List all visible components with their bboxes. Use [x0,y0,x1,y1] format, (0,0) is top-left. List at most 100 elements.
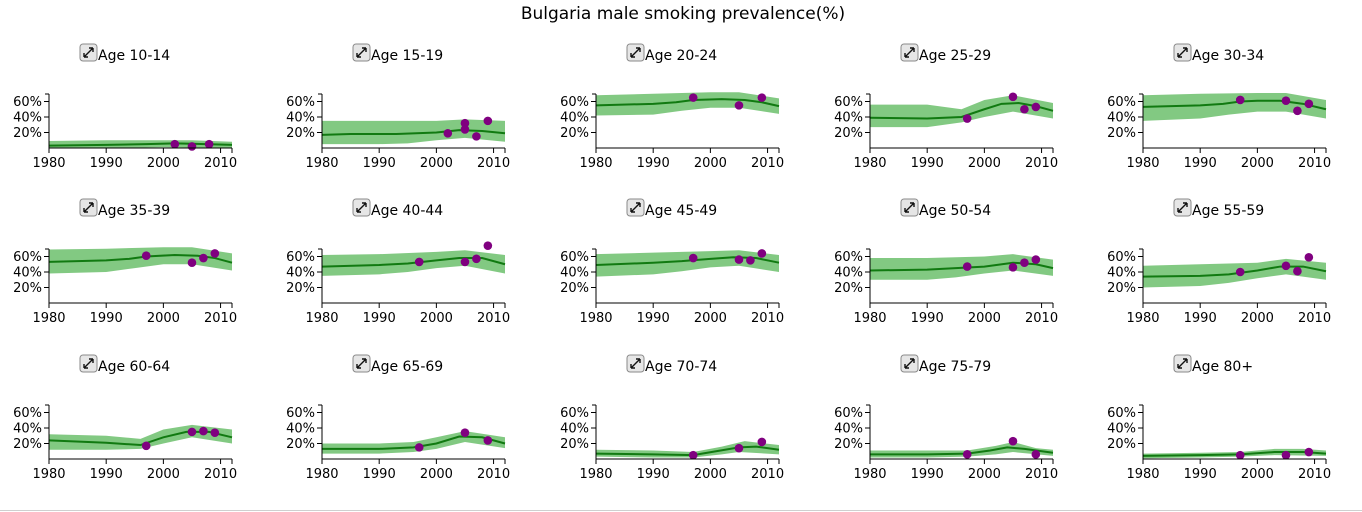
y-tick-label: 20% [286,126,315,141]
y-tick-label: 20% [13,126,42,141]
expand-arrow[interactable] [904,202,915,213]
data-point [141,441,151,451]
y-tick-label: 60% [13,95,42,110]
x-tick-label: 1990 [911,467,944,482]
expand-icon[interactable] [352,354,371,373]
data-point [199,253,208,263]
y-tick-label: 40% [13,111,42,126]
y-tick-label: 60% [1107,406,1136,421]
expand-icon[interactable] [626,43,645,62]
y-tick-label: 60% [834,250,863,265]
trend-line [48,430,233,447]
panel-title: Age 20-24 [645,48,717,64]
expand-icon[interactable] [1173,354,1192,373]
data-point [1008,263,1018,272]
expand-arrow[interactable] [356,358,367,369]
expand-icon[interactable] [1173,198,1192,217]
expand-arrow[interactable] [1177,202,1188,213]
data-point [1008,436,1018,446]
y-tick-label: 20% [1107,437,1136,452]
expand-icon[interactable] [626,354,645,373]
chart-panel: Age 25-29 20%40%60% 1980 1990 2000 2010 [834,43,1058,171]
chart-panel: Age 80+ 20%40%60% 1980 1990 2000 2010 [1107,354,1331,482]
data-point [460,118,470,128]
expand-icon[interactable] [1173,43,1192,62]
x-tick-label: 1990 [637,311,670,326]
expand-arrow[interactable] [83,47,94,58]
x-tick-label: 2010 [751,311,784,326]
expand-icon[interactable] [900,354,919,373]
x-tick-label: 1990 [1184,311,1217,326]
chart-panel: Age 50-54 20%40%60% 1980 1990 2000 2010 [834,198,1058,326]
page-title: Bulgaria male smoking prevalence(%) [520,4,846,24]
data-point [1293,106,1302,116]
data-point [734,443,744,453]
expand-icon[interactable] [79,198,98,217]
y-tick-label: 40% [560,266,589,281]
y-tick-label: 60% [286,406,315,421]
expand-icon[interactable] [352,43,371,62]
trend-line [595,256,780,267]
expand-arrow[interactable] [630,47,641,58]
trend-line [48,142,233,147]
panel-title: Age 40-44 [371,203,443,219]
expand-arrow[interactable] [1177,47,1188,58]
panel-title: Age 45-49 [645,203,717,219]
x-tick-label: 2000 [694,467,727,482]
expand-arrow[interactable] [904,47,915,58]
y-tick-label: 20% [286,437,315,452]
chart-panel: Age 75-79 20%40%60% 1980 1990 2000 2010 [834,354,1058,482]
data-point [472,132,481,141]
expand-arrow[interactable] [83,202,94,213]
data-point [688,253,698,263]
x-tick-label: 2000 [147,311,180,326]
y-tick-label: 60% [560,406,589,421]
x-tick-label: 1990 [363,467,396,482]
data-point [483,116,493,126]
data-point [187,142,197,151]
chart-panel: Age 65-69 20%40%60% 1980 1990 2000 2010 [286,354,510,482]
x-tick-label: 1980 [1126,467,1159,482]
x-tick-label: 2010 [477,156,510,171]
chart-panel: Age 55-59 20%40%60% 1980 1990 2000 2010 [1107,198,1331,326]
panel-title: Age 70-74 [645,359,717,375]
expand-icon[interactable] [626,198,645,217]
expand-arrow[interactable] [356,47,367,58]
expand-icon[interactable] [900,198,919,217]
expand-arrow[interactable] [1177,358,1188,369]
trend-line [595,445,780,457]
chart-panel: Age 45-49 20%40%60% 1980 1990 2000 2010 [560,198,784,326]
y-tick-label: 40% [286,266,315,281]
data-point [1008,92,1018,102]
y-tick-label: 20% [834,437,863,452]
y-tick-label: 40% [560,422,589,437]
x-tick-label: 2010 [204,467,237,482]
expand-arrow[interactable] [904,358,915,369]
x-tick-label: 2000 [1241,156,1274,171]
expand-arrow[interactable] [630,358,641,369]
data-point [1281,450,1291,460]
expand-arrow[interactable] [356,202,367,213]
expand-arrow[interactable] [83,358,94,369]
expand-icon[interactable] [79,354,98,373]
data-point [199,426,208,436]
x-tick-label: 1990 [1184,156,1217,171]
data-point [460,428,470,437]
data-point [1031,102,1041,112]
data-point [1031,255,1041,264]
x-tick-label: 1990 [911,311,944,326]
y-tick-label: 60% [834,406,863,421]
x-tick-label: 1980 [32,311,65,326]
x-tick-label: 2000 [420,156,453,171]
expand-icon[interactable] [352,198,371,217]
expand-icon[interactable] [900,43,919,62]
chart-panel: Age 70-74 20%40%60% 1980 1990 2000 2010 [560,354,784,482]
expand-arrow[interactable] [630,202,641,213]
data-point [1281,261,1291,271]
expand-icon[interactable] [79,43,98,62]
uncertainty-band [596,92,779,116]
data-point [757,249,767,258]
data-point [141,251,151,261]
x-tick-label: 2010 [1025,467,1058,482]
